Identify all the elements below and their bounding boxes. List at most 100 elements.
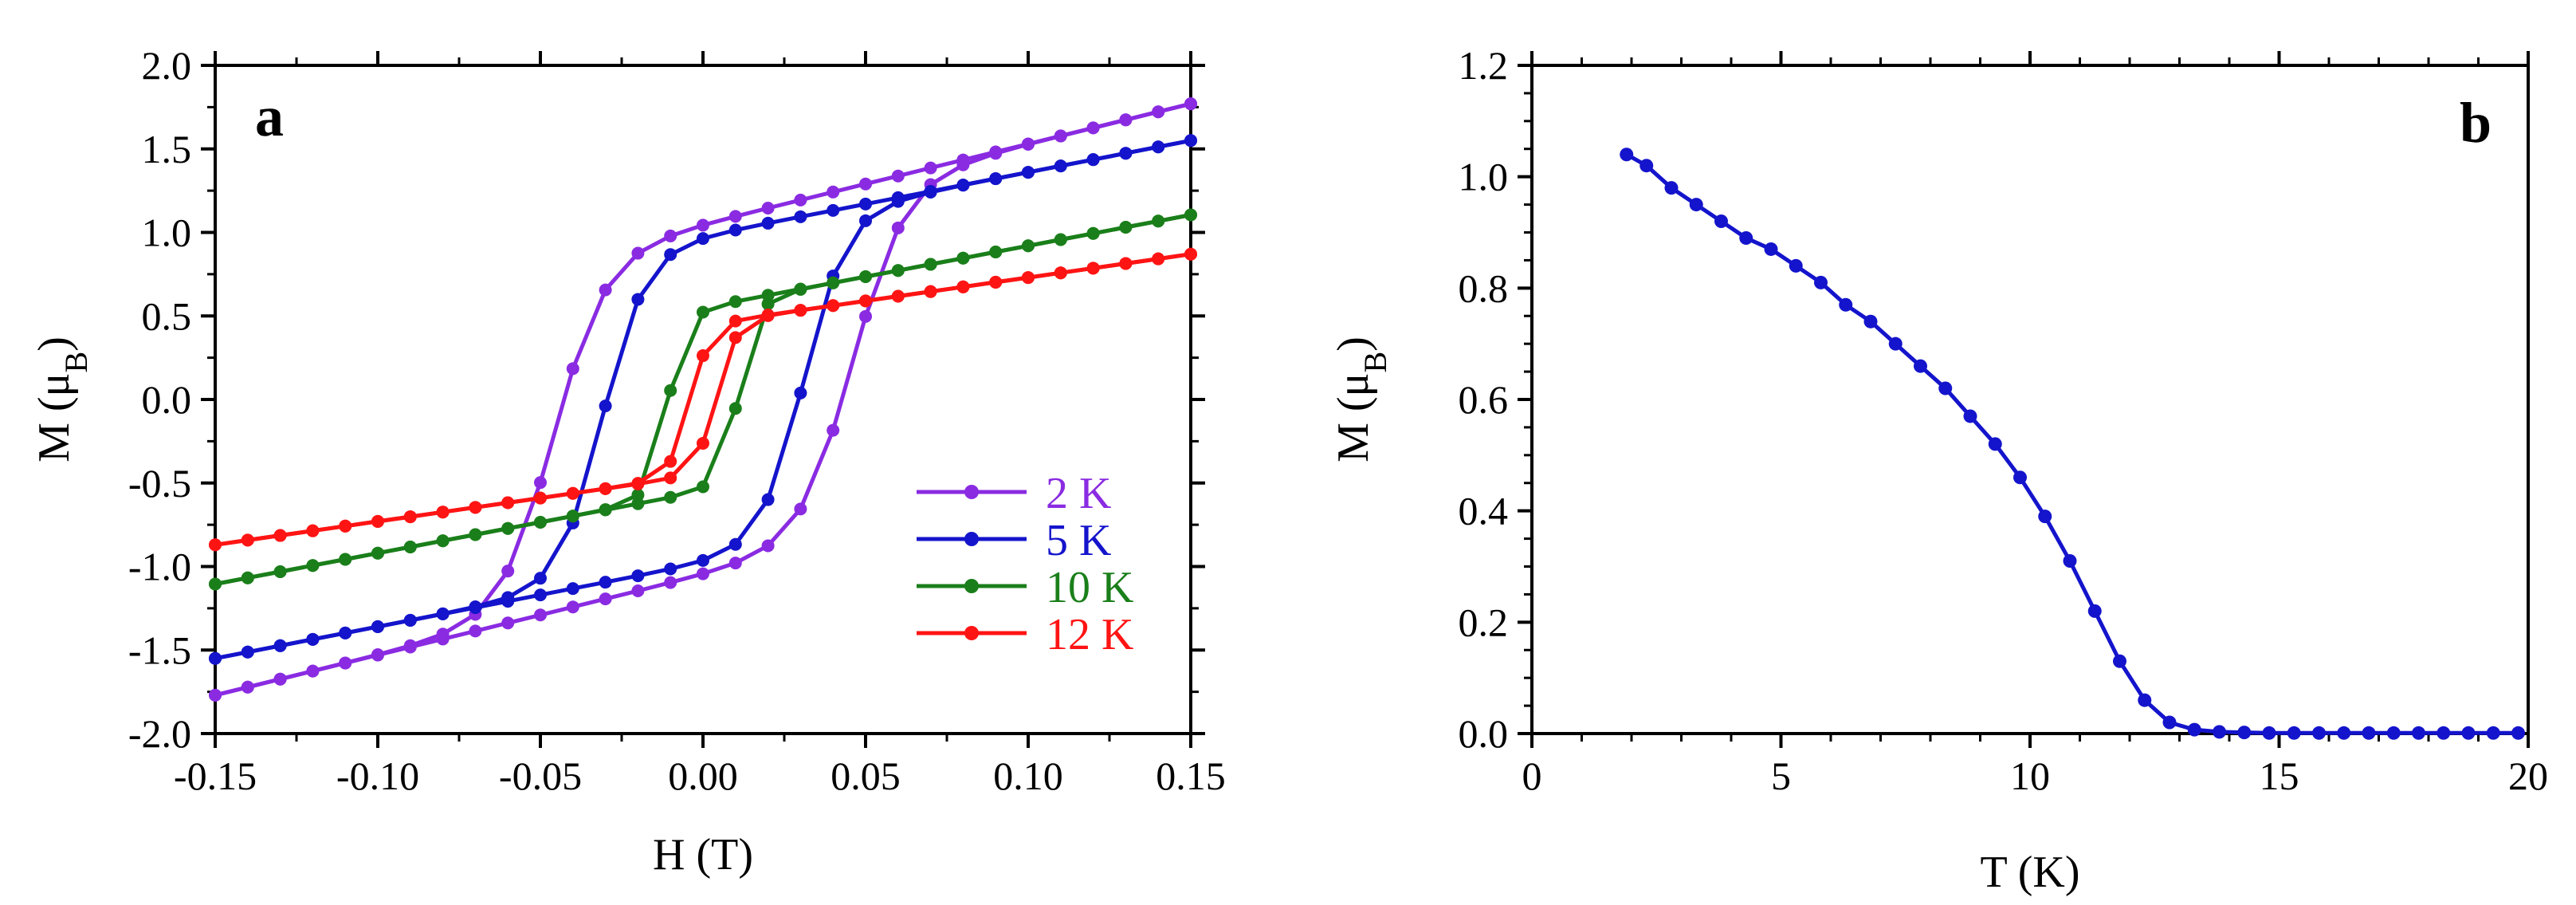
data-point xyxy=(1689,198,1703,212)
data-point xyxy=(761,202,775,215)
data-point xyxy=(664,471,677,485)
series-2K-descending-line xyxy=(214,101,1192,698)
data-point xyxy=(436,506,450,519)
x-tick-label: 10 xyxy=(2010,754,2050,798)
data-point xyxy=(1086,153,1100,167)
data-point xyxy=(534,608,547,622)
data-point xyxy=(209,538,222,552)
data-point xyxy=(534,515,547,529)
data-point xyxy=(989,172,1003,186)
data-point xyxy=(794,386,807,399)
data-point xyxy=(566,582,579,596)
data-point xyxy=(924,285,937,298)
data-point xyxy=(2511,726,2525,740)
data-point xyxy=(1022,137,1035,151)
data-point xyxy=(631,584,645,597)
data-point xyxy=(697,567,709,580)
data-point xyxy=(728,402,742,415)
data-point xyxy=(827,276,840,289)
data-point xyxy=(664,384,677,397)
x-tick-label: 15 xyxy=(2260,754,2299,798)
data-point xyxy=(989,145,1003,159)
data-point xyxy=(1152,252,1165,266)
data-point xyxy=(2362,726,2376,740)
panel-a-ylabel-close: ) xyxy=(29,336,79,352)
legend-label: 5 K xyxy=(1046,516,1111,565)
data-point xyxy=(697,305,709,319)
y-tick-label: 1.2 xyxy=(1459,43,1509,88)
data-point xyxy=(631,569,645,583)
data-point xyxy=(956,251,970,265)
y-tick-label: 1.0 xyxy=(1459,155,1509,199)
y-tick-label: -0.5 xyxy=(128,461,191,506)
panel-b-xlabel: T (K) xyxy=(1981,848,2080,897)
data-point xyxy=(273,529,287,542)
legend-marker xyxy=(964,626,979,640)
data-point xyxy=(794,210,807,223)
data-point xyxy=(599,576,612,589)
data-point xyxy=(2337,726,2351,740)
data-point xyxy=(1054,233,1067,246)
data-point xyxy=(859,214,872,227)
panel-a-series xyxy=(209,97,1197,702)
data-point xyxy=(1863,314,1878,329)
panel-b-ylabel: M (μB) xyxy=(1329,336,1393,462)
data-point xyxy=(566,600,579,614)
data-point xyxy=(1714,214,1728,229)
data-point xyxy=(728,223,742,237)
data-point xyxy=(891,264,905,277)
data-point xyxy=(1119,257,1133,270)
y-tick-label: -1.5 xyxy=(128,628,191,672)
data-point xyxy=(2087,604,2102,618)
data-point xyxy=(1184,134,1197,148)
data-point xyxy=(1888,336,1903,351)
data-point xyxy=(209,651,222,665)
data-point xyxy=(339,553,352,566)
data-point xyxy=(859,177,872,191)
data-point xyxy=(1152,140,1165,154)
data-point xyxy=(2138,693,2152,707)
data-point xyxy=(534,476,547,490)
data-point xyxy=(859,309,872,323)
data-point xyxy=(306,664,320,678)
data-point xyxy=(501,521,515,535)
data-point xyxy=(2113,654,2126,668)
data-point xyxy=(697,218,709,232)
data-point xyxy=(403,639,417,652)
data-point xyxy=(1152,105,1165,119)
data-point xyxy=(761,309,775,322)
x-tick-label: 5 xyxy=(1771,754,1791,798)
data-point xyxy=(924,184,937,198)
data-point xyxy=(599,283,612,297)
panel-b-series xyxy=(1620,148,2525,740)
y-tick-label: 2.0 xyxy=(142,43,192,88)
data-point xyxy=(1086,262,1100,275)
legend-label: 12 K xyxy=(1046,610,1133,659)
data-point xyxy=(566,510,579,523)
data-point xyxy=(728,210,742,223)
data-point xyxy=(761,539,775,553)
legend-marker xyxy=(964,485,979,499)
data-point xyxy=(1988,437,2002,451)
data-point xyxy=(1839,297,1853,312)
data-point xyxy=(1022,239,1035,253)
data-point xyxy=(631,293,645,306)
data-point xyxy=(1664,181,1679,195)
data-point xyxy=(891,221,905,234)
data-point xyxy=(956,179,970,192)
data-point xyxy=(469,501,482,514)
y-tick-label: 0.0 xyxy=(1459,711,1509,756)
y-tick-label: 0.5 xyxy=(142,293,192,338)
data-point xyxy=(761,289,775,302)
data-point xyxy=(1054,129,1067,143)
data-point xyxy=(728,537,742,551)
series-12K-descending-line xyxy=(214,252,1192,547)
data-point xyxy=(1054,159,1067,173)
panel-a-letter: a xyxy=(255,85,284,148)
legend-marker xyxy=(964,579,979,593)
data-point xyxy=(1938,381,1953,395)
legend-label: 2 K xyxy=(1046,469,1111,518)
data-point xyxy=(2038,510,2052,524)
data-point xyxy=(1963,409,1977,423)
panel-a-xlabel: H (T) xyxy=(653,830,753,879)
